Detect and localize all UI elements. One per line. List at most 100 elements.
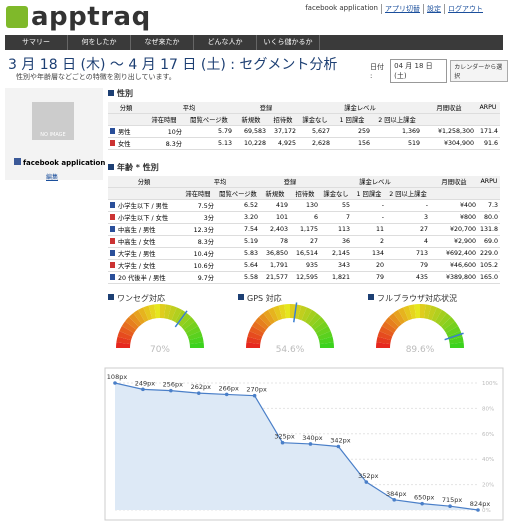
nav-item[interactable]: 何をしたか [68, 35, 131, 50]
calendar-button[interactable]: カレンダーから選択 [450, 60, 508, 82]
cell-text: 713 [415, 250, 428, 257]
app-image: NO IMAGE [32, 102, 74, 140]
cell-text: ¥389,800 [445, 274, 476, 281]
gauge-icon [238, 294, 244, 300]
point-label: 325px [274, 433, 295, 441]
cell-text: 5.79 [217, 128, 232, 135]
gauge-segment [448, 336, 464, 345]
data-row: 中高生 / 男性 12.3分 7.54 2,403 1,175 113 11 27 ¥20,70… [108, 223, 500, 236]
point-label: 352px [358, 472, 379, 480]
cell-text: 36,850 [265, 250, 288, 257]
cell-text: 36 [341, 238, 350, 245]
data-row: 男性 10分 5.79 69,583 37,172 5,627 259 1,369 ¥1,258… [108, 125, 500, 138]
cell-text: 5.19 [243, 238, 258, 245]
gauge-segment [414, 304, 420, 319]
gauge-segment [427, 305, 437, 321]
header-cell: 登録 [234, 102, 298, 114]
cell: 7.54 [216, 223, 260, 236]
cell: 156 [332, 137, 372, 150]
gauge-segment [318, 336, 334, 345]
gauge-label: 54.6% [276, 345, 305, 355]
cell-text: 7.54 [243, 226, 258, 233]
gauge-segment [393, 309, 405, 325]
gauge-segment [119, 326, 135, 337]
cell: 大学生 / 女性 [108, 259, 180, 272]
cell: 113 [320, 223, 352, 236]
cell-text: 7 [345, 214, 350, 221]
gauge-title: ワンセグ対応 [117, 293, 165, 303]
cell: 10,228 [234, 137, 268, 150]
cell-text: 27 [419, 226, 428, 233]
data-row: 中高生 / 女性 8.3分 5.19 78 27 36 2 4 ¥2,900 69.0 [108, 235, 500, 248]
cell: 27 [386, 223, 430, 236]
nav-item[interactable]: いくら儲かるか [257, 35, 320, 50]
header-cell: 1 回課金 [352, 187, 386, 200]
point-label: 262px [191, 383, 212, 391]
row-icon [110, 274, 115, 280]
cell-text: 2,145 [331, 250, 350, 257]
cell: 中高生 / 女性 [108, 235, 180, 248]
row-icon [110, 202, 115, 208]
gauge-segment [188, 336, 204, 345]
cell-text: 10.4分 [193, 251, 214, 258]
nav-item[interactable]: なぜ来たか [131, 35, 194, 50]
cell: 2 [352, 235, 386, 248]
gauge-segment [189, 342, 204, 348]
cell-text: 105.2 [480, 262, 499, 269]
point-label: 256px [163, 381, 184, 389]
cell: 5.19 [216, 235, 260, 248]
cell-text: 2,628 [311, 140, 330, 147]
section-title: 年齢 * 性別 [108, 162, 159, 173]
top-link[interactable]: 設定 [423, 4, 444, 14]
nav-item[interactable]: サマリー [5, 35, 68, 50]
y-tick-label: 100% [482, 381, 498, 387]
point-label: 824px [470, 500, 491, 508]
cell-text: 9.7分 [197, 275, 214, 282]
cell-text: 935 [305, 262, 318, 269]
gauge-segment [423, 304, 432, 320]
cell: 小学生以下 / 女性 [108, 211, 180, 224]
logo: apptraq [6, 2, 151, 32]
row-icon [110, 250, 115, 256]
point [308, 442, 313, 446]
cell-text: 343 [337, 262, 350, 269]
cell: 36 [320, 235, 352, 248]
gauge-segment [167, 305, 177, 321]
cell: 2,403 [260, 223, 290, 236]
header-cell: 滞在時間 [144, 113, 184, 126]
cell: ¥20,700 [430, 223, 478, 236]
gauge-segment [297, 305, 307, 321]
nav-item[interactable]: どんな人か [194, 35, 257, 50]
gauge-segment [438, 313, 452, 327]
cell-text: 1,369 [401, 128, 420, 135]
cell: ¥46,600 [430, 259, 478, 272]
cell-text: 1,791 [269, 262, 288, 269]
top-link[interactable]: ログアウト [444, 4, 486, 14]
row-icon [110, 238, 115, 244]
gauge-segment [319, 342, 334, 348]
cell: 3分 [180, 211, 216, 224]
cell-text: 8.3分 [165, 141, 182, 148]
gauge-label: 89.6% [406, 345, 435, 355]
point [420, 501, 424, 506]
cell: 343 [320, 259, 352, 272]
header-cell: 2 回以上課金 [372, 113, 422, 126]
gauge-segment [284, 304, 290, 319]
gauge-segment [431, 307, 442, 323]
gauge-segment [379, 326, 395, 337]
cell-text: 5.58 [243, 274, 258, 281]
gauge-segment [398, 307, 409, 323]
date-select[interactable]: 04 月 18 日 (土) [390, 59, 448, 83]
gauge-needle [444, 332, 464, 341]
cell-text: 4,925 [277, 140, 296, 147]
top-link[interactable]: アプリ切替 [381, 4, 423, 14]
point-label: 384px [386, 490, 407, 498]
edit-link[interactable]: 編集 [46, 174, 59, 181]
cell: 2,145 [320, 247, 352, 260]
header-cell: 分類 [108, 176, 180, 188]
header-cell: 1 回課金 [332, 113, 372, 126]
gauge-segment [148, 304, 157, 320]
gauge-segment [388, 313, 402, 327]
y-tick-label: 40% [482, 457, 494, 463]
